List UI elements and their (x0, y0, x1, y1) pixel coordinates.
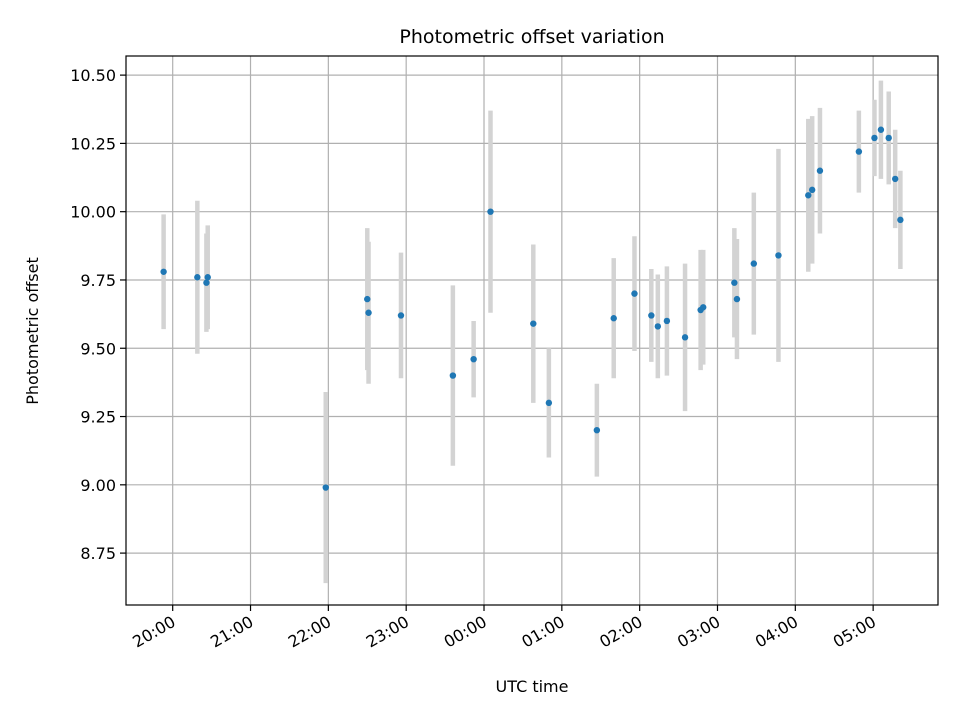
data-point (322, 484, 329, 491)
data-point (593, 426, 601, 434)
error-bars (161, 80, 903, 584)
y-tick-label: 9.50 (80, 339, 116, 358)
data-point (160, 268, 167, 275)
data-point (855, 148, 863, 155)
x-tick-label: 05:00 (830, 612, 879, 652)
x-tick-label: 03:00 (674, 612, 723, 652)
data-point (449, 372, 457, 379)
data-point (397, 312, 405, 319)
x-tick-label: 01:00 (518, 612, 567, 652)
data-point (897, 216, 904, 224)
x-tick-label: 04:00 (752, 612, 801, 652)
data-point (891, 175, 899, 183)
x-axis-label: UTC time (496, 677, 569, 696)
data-point (648, 312, 655, 319)
y-tick-label: 9.00 (80, 476, 116, 495)
y-tick-label: 10.00 (70, 203, 116, 222)
data-point (663, 317, 671, 325)
data-point (610, 315, 617, 322)
data-point (805, 192, 812, 199)
data-point (700, 304, 707, 311)
data-point (654, 323, 662, 330)
x-tick-label: 23:00 (363, 612, 412, 652)
y-axis-ticks: 8.75 9.00 9.25 9.50 9.75 10.00 10.25 10.50 (70, 66, 126, 563)
x-tick-label: 00:00 (441, 612, 490, 652)
x-tick-label: 21:00 (207, 612, 256, 652)
data-points (160, 126, 904, 491)
chart-title: Photometric offset variation (399, 26, 664, 48)
data-point (877, 126, 885, 133)
data-point (365, 309, 372, 316)
data-point (204, 274, 211, 281)
data-point (681, 334, 689, 341)
x-tick-label: 22:00 (285, 612, 334, 652)
data-point (194, 274, 201, 281)
data-point (631, 290, 638, 297)
data-point (470, 355, 477, 363)
y-axis-label: Photometric offset (23, 257, 42, 405)
x-tick-label: 02:00 (596, 612, 645, 652)
data-point (545, 399, 553, 407)
x-tick-label: 20:00 (129, 612, 178, 652)
data-point (731, 279, 738, 286)
y-tick-label: 9.75 (80, 271, 116, 290)
data-point (203, 279, 210, 286)
plot-area-frame (125, 55, 939, 606)
y-tick-label: 8.75 (80, 544, 116, 563)
data-point (871, 134, 878, 142)
data-point (733, 295, 741, 303)
y-tick-label: 9.25 (80, 408, 116, 427)
data-point (808, 186, 816, 194)
data-point (885, 134, 892, 142)
y-tick-label: 10.25 (70, 134, 116, 153)
data-point (775, 252, 782, 259)
data-point (750, 260, 758, 267)
data-point (816, 167, 824, 174)
data-point (487, 208, 494, 215)
y-tick-label: 10.50 (70, 66, 116, 85)
x-axis-ticks: 20:00 21:00 22:00 23:00 00:00 01:00 02:00 03:00… (129, 605, 879, 652)
data-point (530, 320, 537, 327)
data-point (364, 295, 371, 303)
